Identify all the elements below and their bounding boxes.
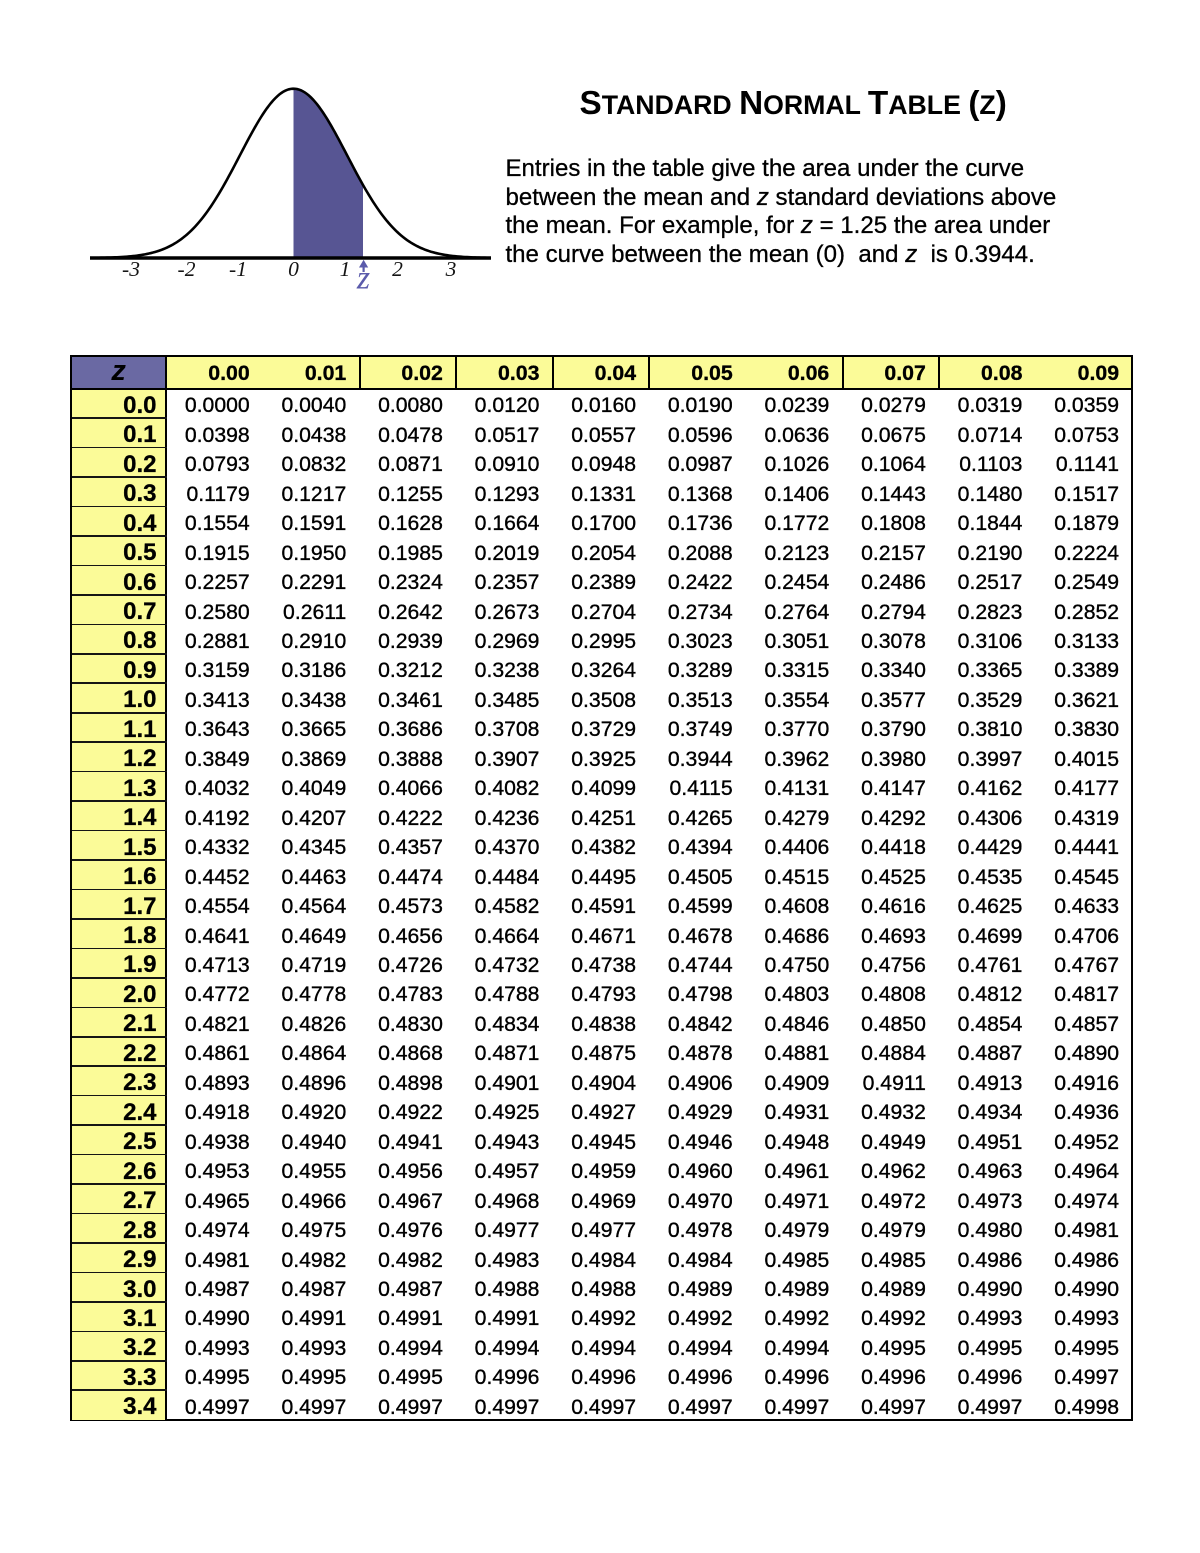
svg-text:z: z xyxy=(356,260,370,297)
svg-text:2: 2 xyxy=(392,257,403,281)
svg-text:0: 0 xyxy=(288,257,299,281)
svg-text:3: 3 xyxy=(445,257,457,281)
svg-text:-3: -3 xyxy=(122,257,140,281)
svg-text:-1: -1 xyxy=(229,257,247,281)
svg-text:-2: -2 xyxy=(178,257,196,281)
svg-text:1: 1 xyxy=(340,257,351,281)
